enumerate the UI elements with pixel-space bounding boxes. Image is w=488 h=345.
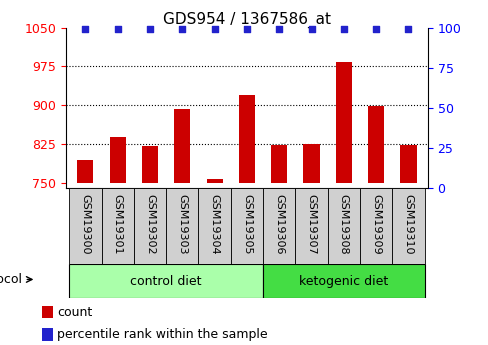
Bar bbox=[42, 328, 53, 341]
Point bbox=[307, 27, 315, 32]
Bar bbox=[109, 137, 125, 183]
Bar bbox=[69, 264, 263, 298]
Text: count: count bbox=[58, 306, 93, 319]
Text: GSM19305: GSM19305 bbox=[242, 194, 251, 255]
Point bbox=[146, 27, 154, 32]
Text: GSM19310: GSM19310 bbox=[403, 194, 413, 255]
Bar bbox=[295, 188, 327, 264]
Point bbox=[275, 27, 283, 32]
Bar bbox=[263, 188, 295, 264]
Bar bbox=[142, 146, 158, 183]
Bar bbox=[69, 188, 102, 264]
Bar bbox=[263, 264, 424, 298]
Text: GSM19302: GSM19302 bbox=[145, 194, 155, 255]
Bar bbox=[77, 159, 93, 183]
Text: GSM19301: GSM19301 bbox=[112, 194, 122, 255]
Text: GSM19308: GSM19308 bbox=[338, 194, 348, 255]
Title: GDS954 / 1367586_at: GDS954 / 1367586_at bbox=[163, 11, 330, 28]
Point bbox=[404, 27, 411, 32]
Point bbox=[339, 27, 347, 32]
Point bbox=[371, 27, 379, 32]
Bar bbox=[42, 306, 53, 318]
Bar bbox=[134, 188, 166, 264]
Point bbox=[178, 27, 186, 32]
Bar bbox=[174, 109, 190, 183]
Bar bbox=[206, 179, 222, 183]
Bar bbox=[166, 188, 198, 264]
Bar bbox=[400, 145, 416, 183]
Bar bbox=[238, 95, 255, 183]
Text: GSM19304: GSM19304 bbox=[209, 194, 219, 255]
Bar bbox=[198, 188, 230, 264]
Point bbox=[243, 27, 250, 32]
Bar bbox=[359, 188, 391, 264]
Text: GSM19309: GSM19309 bbox=[370, 194, 381, 255]
Bar bbox=[327, 188, 359, 264]
Point bbox=[81, 27, 89, 32]
Bar bbox=[335, 62, 351, 183]
Text: GSM19307: GSM19307 bbox=[306, 194, 316, 255]
Point bbox=[114, 27, 122, 32]
Point bbox=[210, 27, 218, 32]
Text: ketogenic diet: ketogenic diet bbox=[299, 275, 387, 288]
Bar bbox=[303, 144, 319, 183]
Text: percentile rank within the sample: percentile rank within the sample bbox=[58, 328, 267, 341]
Text: GSM19306: GSM19306 bbox=[274, 194, 284, 255]
Bar bbox=[230, 188, 263, 264]
Text: GSM19303: GSM19303 bbox=[177, 194, 187, 255]
Bar bbox=[367, 106, 384, 183]
Text: protocol: protocol bbox=[0, 273, 23, 286]
Text: GSM19300: GSM19300 bbox=[80, 194, 90, 255]
Text: control diet: control diet bbox=[130, 275, 202, 288]
Bar bbox=[271, 145, 287, 183]
Bar bbox=[391, 188, 424, 264]
Bar bbox=[102, 188, 134, 264]
